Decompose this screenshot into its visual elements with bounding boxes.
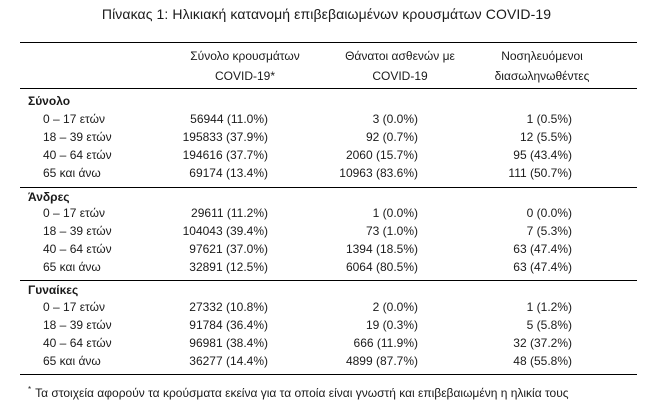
header-intubated-line2: διασωληνωθέντες bbox=[494, 69, 590, 83]
footnote: * Τα στοιχεία αφορούν τα κρούσματα εκείνα… bbox=[28, 385, 569, 400]
table-row: 65 και άνω 32891 (12.5%) 6064 (80.5%) 63… bbox=[0, 259, 653, 278]
cases-cell: 96981 (38.4%) bbox=[189, 336, 268, 350]
deaths-cell: 2 (0.0%) bbox=[372, 300, 418, 314]
deaths-cell: 2060 (15.7%) bbox=[345, 148, 418, 162]
cases-cell: 69174 (13.4%) bbox=[189, 166, 268, 180]
section-title-total: Σύνολο bbox=[28, 94, 71, 108]
table-row: 0 – 17 ετών 29611 (11.2%) 1 (0.0%) 0 (0.… bbox=[0, 205, 653, 224]
age-group-cell: 0 – 17 ετών bbox=[43, 206, 105, 220]
cases-cell: 32891 (12.5%) bbox=[189, 260, 268, 274]
deaths-cell: 6064 (80.5%) bbox=[345, 260, 418, 274]
table-row: 40 – 64 ετών 96981 (38.4%) 666 (11.9%) 3… bbox=[0, 335, 653, 354]
header-intubated: Νοσηλευόμενοι διασωληνωθέντες bbox=[467, 46, 617, 86]
cases-cell: 27332 (10.8%) bbox=[189, 300, 268, 314]
table-row: 0 – 17 ετών 27332 (10.8%) 2 (0.0%) 1 (1.… bbox=[0, 299, 653, 318]
header-intubated-line1: Νοσηλευόμενοι bbox=[501, 49, 583, 63]
age-group-cell: 18 – 39 ετών bbox=[43, 130, 112, 144]
intubated-cell: 12 (5.5%) bbox=[519, 130, 572, 144]
cases-cell: 56944 (11.0%) bbox=[190, 112, 268, 126]
header-total-cases: Σύνολο κρουσμάτων COVID-19* bbox=[170, 46, 320, 86]
age-group-cell: 18 – 39 ετών bbox=[43, 224, 112, 238]
intubated-cell: 63 (47.4%) bbox=[513, 260, 572, 274]
cases-cell: 36277 (14.4%) bbox=[189, 354, 268, 368]
intubated-cell: 48 (55.8%) bbox=[513, 354, 572, 368]
deaths-cell: 3 (0.0%) bbox=[372, 112, 418, 126]
cases-cell: 97621 (37.0%) bbox=[189, 242, 268, 256]
bottom-rule bbox=[20, 374, 637, 375]
intubated-cell: 1 (1.2%) bbox=[526, 300, 572, 314]
intubated-cell: 95 (43.4%) bbox=[513, 148, 572, 162]
header-deaths: Θάνατοι ασθενών με COVID-19 bbox=[325, 46, 475, 86]
footnote-text: Τα στοιχεία αφορούν τα κρούσματα εκείνα … bbox=[35, 386, 569, 400]
age-group-cell: 65 και άνω bbox=[43, 354, 101, 368]
age-group-cell: 0 – 17 ετών bbox=[43, 112, 105, 126]
table-title: Πίνακας 1: Ηλικιακή κατανομή επιβεβαιωμέ… bbox=[101, 6, 552, 22]
cases-cell: 194616 (37.7%) bbox=[182, 148, 268, 162]
deaths-cell: 1 (0.0%) bbox=[372, 206, 418, 220]
header-total-cases-line2: COVID-19* bbox=[214, 69, 276, 83]
footnote-marker: * bbox=[28, 385, 32, 394]
intubated-cell: 0 (0.0%) bbox=[526, 206, 572, 220]
header-total-cases-line1: Σύνολο κρουσμάτων bbox=[190, 49, 300, 63]
header-rule bbox=[20, 88, 637, 89]
intubated-cell: 111 (50.7%) bbox=[508, 166, 572, 180]
deaths-cell: 1394 (18.5%) bbox=[345, 242, 418, 256]
age-group-cell: 0 – 17 ετών bbox=[43, 300, 105, 314]
section-title-men: Άνδρες bbox=[28, 190, 70, 204]
age-group-cell: 40 – 64 ετών bbox=[43, 336, 112, 350]
intubated-cell: 7 (5.3%) bbox=[526, 224, 572, 238]
age-group-cell: 40 – 64 ετών bbox=[43, 148, 112, 162]
top-rule bbox=[20, 42, 637, 43]
table-row: 40 – 64 ετών 97621 (37.0%) 1394 (18.5%) … bbox=[0, 241, 653, 260]
deaths-cell: 10963 (83.6%) bbox=[339, 166, 418, 180]
age-group-cell: 40 – 64 ετών bbox=[43, 242, 112, 256]
cases-cell: 195833 (37.9%) bbox=[182, 130, 268, 144]
cases-cell: 29611 (11.2%) bbox=[191, 206, 268, 220]
deaths-cell: 92 (0.7%) bbox=[365, 130, 418, 144]
deaths-cell: 666 (11.9%) bbox=[353, 336, 418, 350]
table-row: 0 – 17 ετών 56944 (11.0%) 3 (0.0%) 1 (0.… bbox=[0, 111, 653, 130]
table-row: 18 – 39 ετών 104043 (39.4%) 73 (1.0%) 7 … bbox=[0, 223, 653, 242]
table-row: 65 και άνω 36277 (14.4%) 4899 (87.7%) 48… bbox=[0, 353, 653, 372]
deaths-cell: 4899 (87.7%) bbox=[345, 354, 418, 368]
deaths-cell: 19 (0.3%) bbox=[365, 318, 418, 332]
table-row: 18 – 39 ετών 91784 (36.4%) 19 (0.3%) 5 (… bbox=[0, 317, 653, 336]
age-group-cell: 65 και άνω bbox=[43, 260, 101, 274]
intubated-cell: 63 (47.4%) bbox=[513, 242, 572, 256]
section-rule bbox=[20, 280, 637, 281]
table-row: 18 – 39 ετών 195833 (37.9%) 92 (0.7%) 12… bbox=[0, 129, 653, 148]
section-title-women: Γυναίκες bbox=[28, 283, 79, 297]
table-row: 65 και άνω 69174 (13.4%) 10963 (83.6%) 1… bbox=[0, 165, 653, 184]
cases-cell: 91784 (36.4%) bbox=[189, 318, 268, 332]
age-group-cell: 18 – 39 ετών bbox=[43, 318, 112, 332]
intubated-cell: 1 (0.5%) bbox=[526, 112, 572, 126]
header-deaths-line2: COVID-19 bbox=[372, 69, 428, 83]
deaths-cell: 73 (1.0%) bbox=[365, 224, 418, 238]
section-rule bbox=[20, 187, 637, 188]
table-row: 40 – 64 ετών 194616 (37.7%) 2060 (15.7%)… bbox=[0, 147, 653, 166]
header-deaths-line1: Θάνατοι ασθενών με bbox=[345, 49, 455, 63]
cases-cell: 104043 (39.4%) bbox=[182, 224, 268, 238]
intubated-cell: 32 (37.2%) bbox=[513, 336, 572, 350]
age-group-cell: 65 και άνω bbox=[43, 166, 101, 180]
intubated-cell: 5 (5.8%) bbox=[526, 318, 572, 332]
